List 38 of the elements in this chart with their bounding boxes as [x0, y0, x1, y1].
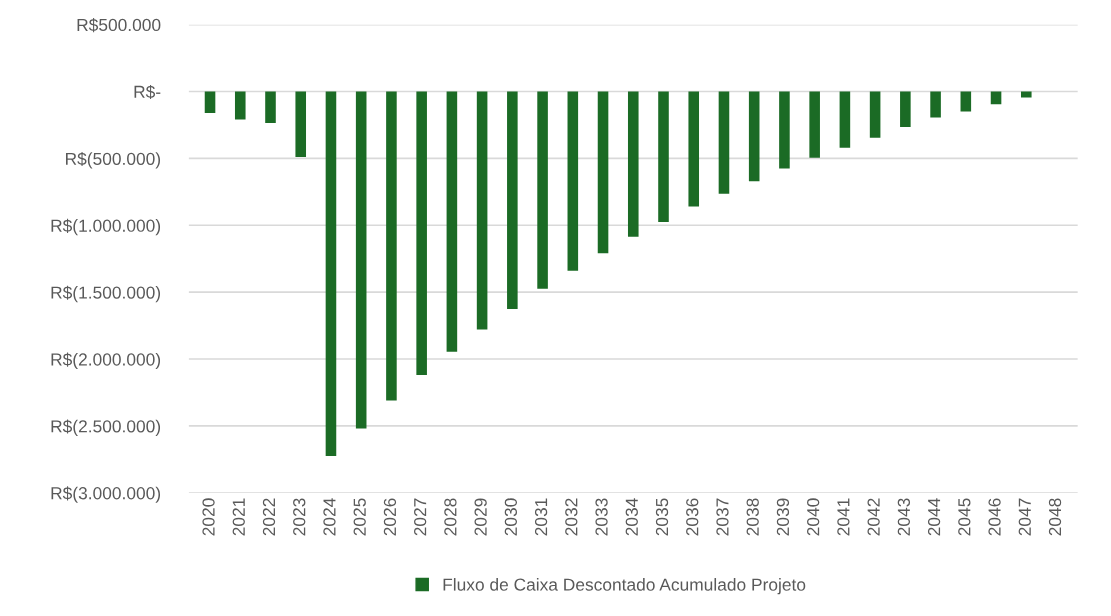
- x-tick-label: 2039: [776, 498, 790, 536]
- x-tick-label: 2038: [746, 498, 759, 536]
- y-tick-label: R$(2.000.000): [51, 352, 161, 370]
- x-tick-label: 2031: [534, 498, 548, 536]
- x-tick-label: 2021: [232, 498, 245, 536]
- x-tick-label: 2024: [323, 498, 336, 536]
- x-tick-label: 2042: [867, 498, 880, 536]
- y-tick-label: R$(500.000): [66, 151, 161, 169]
- x-tick-label: 2035: [655, 498, 669, 536]
- x-tick-label: 2045: [958, 498, 971, 536]
- x-tick-label: 2025: [353, 498, 366, 536]
- y-tick-label: R$500.000: [77, 18, 161, 33]
- y-tick-label: R$(2.500.000): [51, 419, 161, 436]
- x-tick-label: 2040: [807, 498, 820, 536]
- y-tick-label: R$(1.500.000): [51, 285, 161, 303]
- x-tick-label: 2033: [595, 498, 608, 536]
- y-tick-label: R$-: [134, 84, 161, 100]
- x-tick-label: 2027: [414, 498, 427, 536]
- x-tick-label: 2034: [625, 498, 638, 536]
- x-tick-label: 2037: [716, 498, 729, 536]
- y-tick-label: R$(3.000.000): [51, 486, 161, 503]
- x-tick-label: 2028: [444, 498, 457, 536]
- x-tick-label: 2020: [202, 498, 215, 536]
- x-tick-label: 2032: [565, 498, 578, 536]
- y-tick-label: R$(1.000.000): [51, 218, 161, 236]
- x-tick-label: 2036: [686, 498, 699, 536]
- x-tick-label: 2043: [897, 498, 911, 536]
- x-tick-label: 2026: [383, 498, 397, 536]
- x-tick-label: 2044: [927, 498, 941, 536]
- x-tick-label: 2022: [262, 498, 276, 536]
- legend-label: Fluxo de Caixa Descontado Acumulado Projeto: [443, 578, 806, 595]
- x-tick-label: 2030: [504, 498, 518, 536]
- x-tick-label: 2047: [1018, 498, 1031, 536]
- x-tick-label: 2023: [293, 498, 306, 536]
- x-tick-label: 2029: [474, 498, 487, 536]
- x-tick-label: 2048: [1048, 498, 1062, 536]
- x-tick-label: 2046: [988, 498, 1001, 536]
- x-tick-label: 2041: [837, 498, 850, 536]
